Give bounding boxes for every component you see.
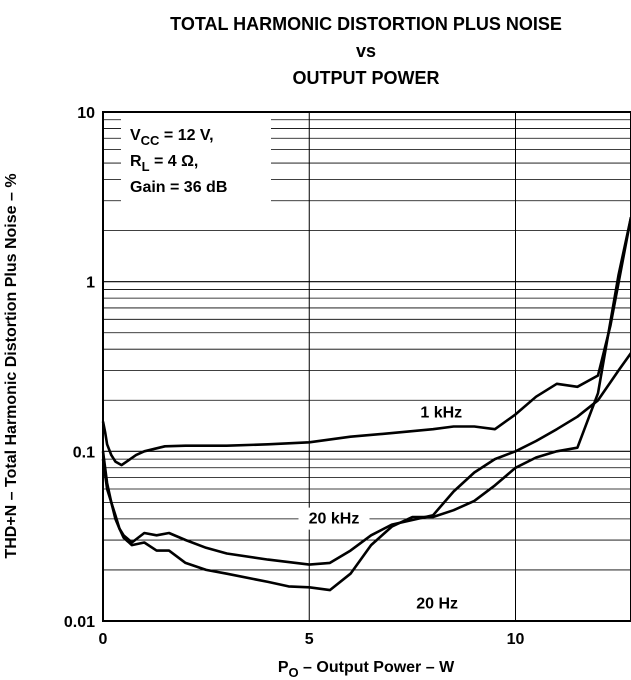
condition-vcc: VCC = 12 V, — [130, 127, 214, 148]
y-tick-label: 1 — [86, 275, 95, 292]
x-axis-label: PO – Output Power – W — [278, 659, 455, 680]
x-tick-label: 10 — [507, 631, 525, 648]
series-label-background — [410, 401, 472, 424]
series-label: 20 Hz — [416, 596, 458, 613]
plot-frame — [102, 111, 631, 622]
y-tick-label: 10 — [77, 105, 95, 122]
series-label: 1 kHz — [420, 405, 462, 422]
chart-title-line-2: vs — [356, 41, 376, 61]
series-label: 20 kHz — [309, 511, 360, 528]
series-label-background — [406, 592, 468, 615]
y-tick-label: 0.1 — [73, 444, 95, 461]
x-tick-label: 0 — [99, 631, 108, 648]
chart-title-line-1: TOTAL HARMONIC DISTORTION PLUS NOISE — [170, 14, 562, 34]
series-line — [101, 216, 631, 467]
y-tick-label: 0.01 — [64, 614, 95, 631]
x-tick-label: 5 — [305, 631, 314, 648]
chart-title-line-3: OUTPUT POWER — [293, 68, 440, 88]
grid — [103, 112, 631, 621]
condition-rl: RL = 4 Ω, — [130, 153, 198, 174]
series-line — [101, 216, 631, 592]
series-labels: 1 kHz 20 kHz 20 Hz — [298, 401, 472, 615]
series-lines — [101, 216, 631, 592]
series-label-background — [298, 507, 370, 530]
y-axis-label: THD+N – Total Harmonic Distortion Plus N… — [3, 173, 20, 558]
tick-labels: 0 5 10 0.01 0.1 1 10 — [64, 105, 525, 648]
condition-gain: Gain = 36 dB — [130, 179, 227, 196]
conditions-box — [121, 118, 271, 206]
